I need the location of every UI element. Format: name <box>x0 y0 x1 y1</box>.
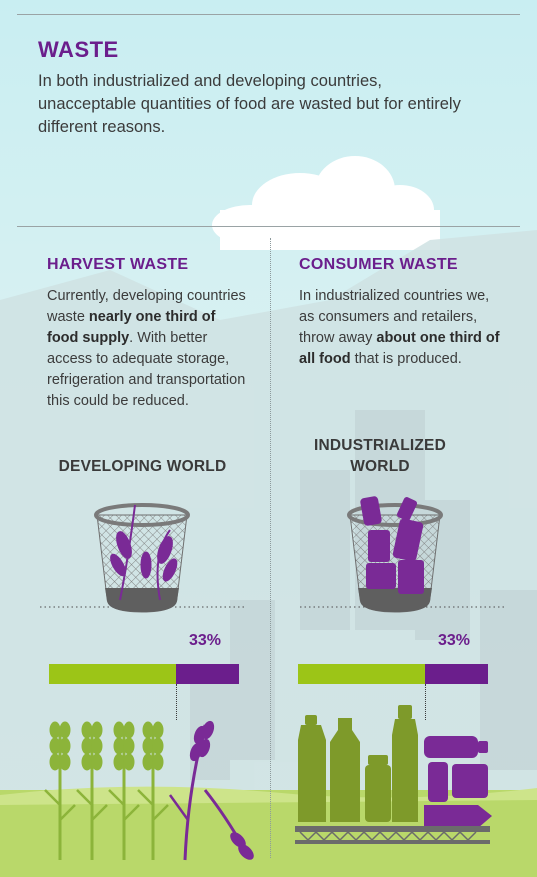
consumer-waste-share <box>425 664 488 684</box>
harvest-waste-bar <box>49 664 239 684</box>
section-intro: In both industrialized and developing co… <box>38 72 461 136</box>
section-title: WASTE <box>38 37 119 62</box>
harvest-bar-guide <box>176 684 177 720</box>
consumer-text-part: that is produced. <box>350 351 462 367</box>
developing-world-label: DEVELOPING WORLD <box>58 458 227 475</box>
jar-icon <box>424 736 492 828</box>
column-divider <box>270 238 271 858</box>
consumer-bar-guide <box>425 684 426 720</box>
harvest-waste-share <box>176 664 239 684</box>
pallet-shelf <box>295 826 490 844</box>
harvest-percent-label: 33% <box>189 632 222 649</box>
harvest-waste-text: Currently, developing countries waste ne… <box>47 286 247 412</box>
middle-rule <box>17 226 520 227</box>
consumer-waste-text: In industrialized countries we, as consu… <box>299 286 504 370</box>
industrialized-world-label: INDUSTRIALIZED WORLD <box>300 435 460 477</box>
harvest-waste-title: HARVEST WASTE <box>47 256 189 273</box>
industrialized-label-line2: WORLD <box>350 458 410 475</box>
harvest-text-emphasis: nearly one third of food supply <box>47 309 216 346</box>
wheat-icon <box>44 721 169 860</box>
bottle-icon <box>360 496 424 594</box>
top-rule <box>17 14 520 15</box>
consumer-text-part: In industrialized countries we, as consu… <box>299 288 490 346</box>
consumer-percent-label: 33% <box>438 632 471 649</box>
harvest-text-part: . With better access to adequate storage… <box>47 330 246 409</box>
bottle-icon <box>298 705 418 822</box>
cloud-icon <box>212 156 440 250</box>
consumer-waste-bar <box>298 664 488 684</box>
consumer-text-emphasis: about one third of all food <box>299 330 500 367</box>
harvest-text-part: Currently, developing countries waste <box>47 288 246 325</box>
consumer-waste-title: CONSUMER WASTE <box>299 256 458 273</box>
industrialized-label-line1: INDUSTRIALIZED <box>314 437 446 454</box>
wheat-icon <box>168 720 254 861</box>
wheat-icon <box>110 504 178 601</box>
